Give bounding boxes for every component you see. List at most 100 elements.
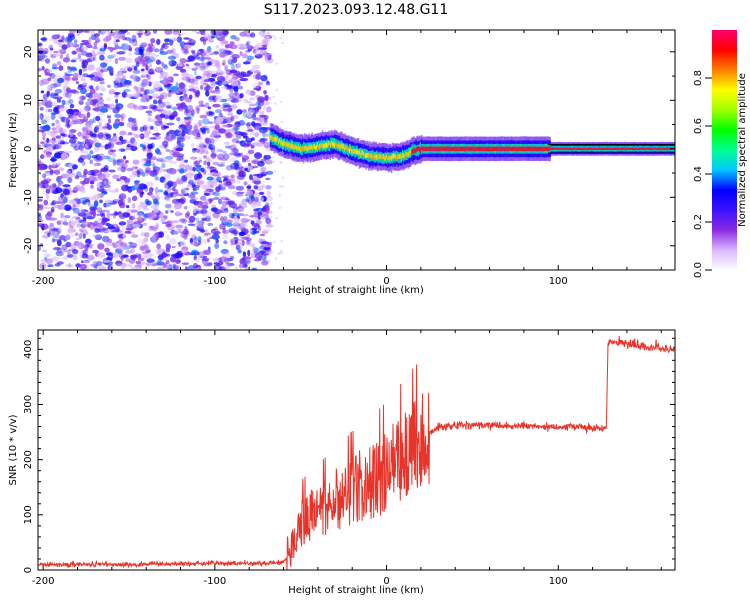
heatmap-cell (163, 114, 169, 120)
heatmap-cell (609, 147, 612, 150)
heatmap-cell (78, 233, 83, 240)
heatmap-cell (251, 223, 260, 227)
heatmap-cell (50, 83, 58, 89)
heatmap-cell (221, 70, 229, 75)
heatmap-cell (262, 105, 267, 111)
heatmap-cell (207, 72, 213, 77)
heatmap-cell (200, 62, 207, 65)
heatmap-cell (234, 65, 239, 71)
heatmap-cell (385, 155, 387, 161)
heatmap-cell (192, 148, 198, 151)
heatmap-cell (440, 146, 443, 151)
heatmap-cell (522, 146, 525, 151)
heatmap-cell (281, 139, 283, 145)
heatmap-cell (648, 147, 651, 150)
heatmap-cell (136, 171, 141, 178)
heatmap-cell (195, 210, 200, 215)
heatmap-cell (221, 86, 228, 90)
heatmap-cell (359, 149, 362, 155)
heatmap-cell (233, 115, 239, 119)
heatmap-cell (553, 147, 555, 150)
heatmap-cell (166, 192, 175, 198)
heatmap-cell (108, 169, 116, 173)
heatmap-cell (446, 146, 449, 151)
heatmap-cell (551, 147, 553, 150)
heatmap-cell (91, 133, 97, 138)
heatmap-cell (119, 67, 126, 72)
heatmap-cell (67, 66, 71, 70)
heatmap-cell (230, 35, 237, 40)
heatmap-cell (147, 212, 154, 218)
heatmap-cell (197, 171, 202, 178)
heatmap-cell (51, 101, 57, 107)
heatmap-cell (272, 160, 276, 163)
heatmap-cell (447, 146, 449, 151)
heatmap-cell (169, 90, 177, 94)
heatmap-cell (178, 163, 186, 169)
heatmap-cell (210, 149, 218, 155)
heatmap-cell (61, 244, 68, 251)
heatmap-cell (636, 147, 638, 150)
heatmap-cell (254, 197, 259, 203)
heatmap-cell (196, 228, 205, 231)
heatmap-cell (94, 228, 100, 234)
heatmap-cell (212, 73, 217, 79)
heatmap-cell (191, 30, 198, 33)
heatmap-cell (491, 146, 494, 151)
heatmap-cell (158, 231, 165, 238)
heatmap-cell (131, 256, 137, 261)
heatmap-cell (102, 172, 111, 179)
heatmap-cell (411, 150, 414, 155)
heatmap-cell (562, 147, 565, 150)
heatmap-cell (141, 170, 149, 177)
heatmap-cell (279, 161, 283, 164)
heatmap-cell (126, 31, 130, 35)
heatmap-cell (59, 140, 66, 145)
heatmap-cell (134, 57, 142, 64)
heatmap-cell (153, 48, 160, 53)
heatmap-cell (152, 118, 160, 124)
heatmap-cell (48, 229, 56, 236)
heatmap-cell (302, 146, 305, 151)
heatmap-cell (605, 147, 607, 151)
heatmap-cell (217, 80, 223, 86)
heatmap-cell (188, 215, 196, 223)
heatmap-cell (147, 143, 153, 149)
heatmap-cell (41, 78, 50, 85)
heatmap-cell (346, 145, 348, 151)
heatmap-cell (164, 173, 171, 180)
heatmap-cell (221, 200, 227, 207)
heatmap-cell (45, 108, 50, 113)
heatmap-cell (143, 123, 152, 128)
heatmap-cell (214, 242, 220, 249)
heatmap-cell (44, 101, 53, 108)
heatmap-cell (556, 147, 559, 151)
heatmap-cell (138, 183, 147, 190)
heatmap-cell (85, 53, 93, 58)
heatmap-cell (238, 120, 246, 126)
heatmap-cell (187, 78, 195, 84)
heatmap-cell (110, 139, 116, 145)
heatmap-cell (603, 147, 605, 151)
heatmap-cell (397, 154, 399, 160)
heatmap-cell (58, 236, 66, 240)
heatmap-cell (180, 102, 186, 108)
heatmap-cell (152, 198, 159, 205)
heatmap-cell (53, 143, 62, 150)
heatmap-cell (198, 100, 202, 105)
heatmap-cell (364, 153, 366, 158)
heatmap-cell (127, 188, 133, 193)
heatmap-cell (112, 199, 121, 204)
heatmap-cell (526, 146, 529, 151)
heatmap-cell (265, 35, 270, 42)
heatmap-cell (191, 68, 198, 71)
heatmap-cell (314, 144, 316, 149)
heatmap-cell (59, 53, 63, 60)
heatmap-cell (641, 147, 644, 150)
heatmap-cell (55, 135, 61, 139)
heatmap-cell (70, 243, 77, 250)
heatmap-cell (242, 109, 247, 113)
heatmap-cell (145, 64, 149, 71)
heatmap-cell (57, 77, 64, 84)
heatmap-cell (296, 145, 298, 151)
